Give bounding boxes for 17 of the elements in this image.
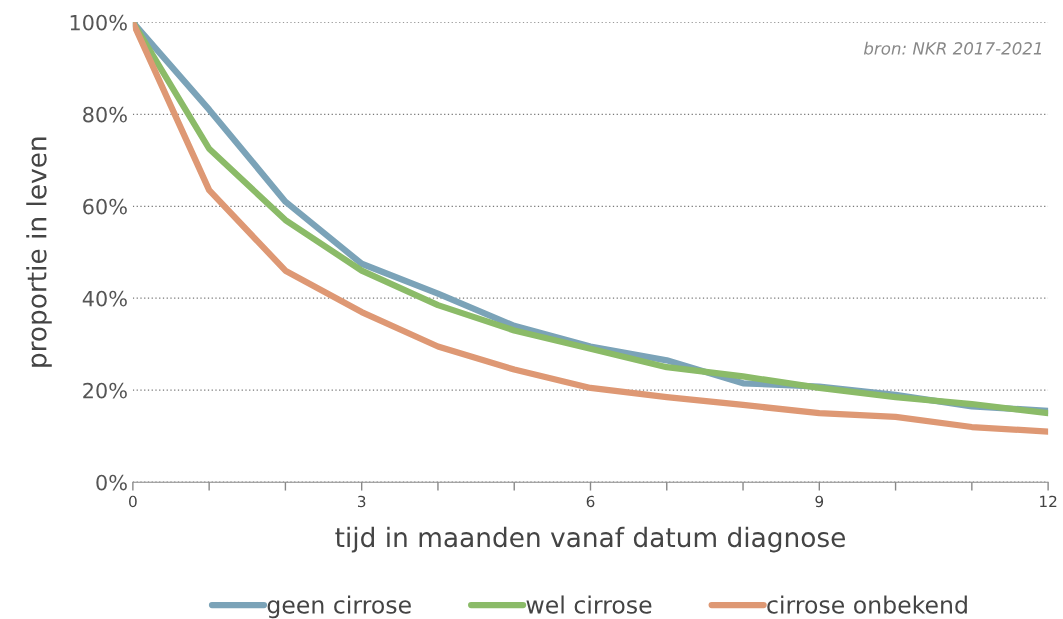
x-tick-label: 6: [586, 495, 595, 508]
y-tick-label: 100%: [70, 14, 127, 31]
x-axis-title: tijd in maanden vanaf datum diagnose: [335, 526, 845, 553]
annotation: bron: NKR 2017-2021: [863, 41, 1042, 55]
x-tick-label: 12: [1040, 495, 1057, 507]
y-tick-label: 40%: [82, 290, 127, 307]
legend-label: cirrose onbekend: [767, 595, 967, 614]
legend-label: geen cirrose: [267, 595, 411, 619]
y-tick-label: 80%: [83, 106, 127, 123]
x-tick-label: 3: [357, 495, 366, 508]
y-axis-title: proportie in leven: [26, 137, 52, 367]
legend-label: wel cirrose: [526, 595, 652, 614]
x-tick-label: 0: [129, 495, 137, 508]
y-tick-label: 20%: [83, 382, 127, 399]
y-tick-label: 0%: [96, 474, 127, 491]
y-tick-label: 60%: [83, 198, 127, 215]
x-tick-label: 9: [815, 495, 824, 508]
